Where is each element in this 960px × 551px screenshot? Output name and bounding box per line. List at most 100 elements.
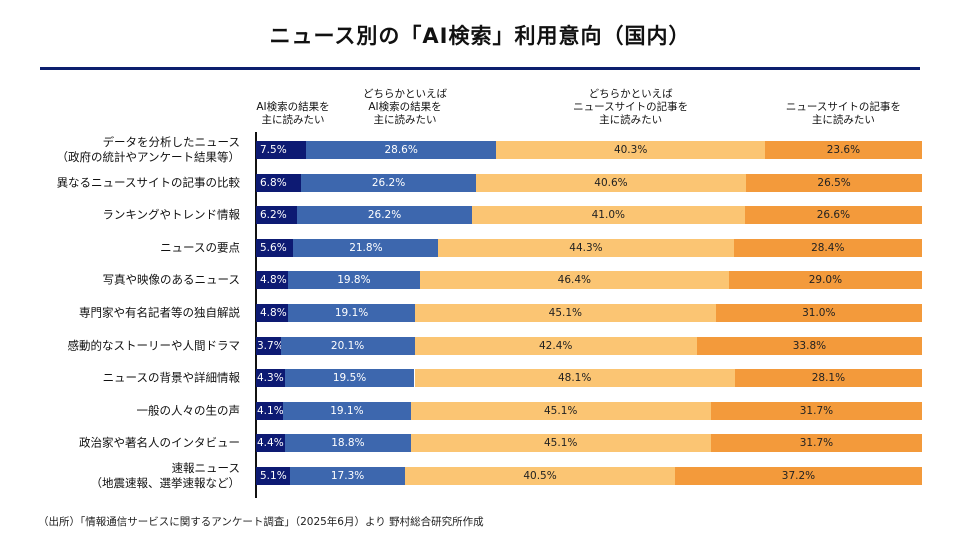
category-label-line: 感動的なストーリーや人間ドラマ [67, 338, 241, 353]
data-label: 33.8% [792, 339, 827, 352]
data-label: 26.2% [371, 176, 406, 189]
data-label: 19.1% [334, 307, 369, 319]
bar-segment-series-2: 17.3% [289, 467, 406, 485]
data-label: 4.1% [257, 404, 284, 417]
bar-segment-series-1: 4.1% [256, 401, 284, 420]
bar-segment-series-4: 31.7% [710, 434, 922, 453]
legend-line: ニュースサイトの記事を [573, 101, 689, 113]
bar-segment-series-1: 7.5% [256, 141, 306, 159]
data-label: 45.1% [544, 437, 578, 450]
bar-segment-series-3: 40.5% [405, 467, 675, 485]
data-label: 19.1% [330, 404, 364, 417]
category-label: 専門家や有名記者等の独自解説 [79, 306, 240, 321]
bar-segment-series-1: 5.1% [256, 467, 290, 485]
data-label: 40.5% [523, 470, 557, 482]
legend-line: どちらかといえば [588, 88, 673, 100]
legend-line: AI検索の結果を [368, 101, 442, 113]
category-label: 異なるニュースサイトの記事の比較 [57, 175, 240, 190]
bar-segment-series-1: 6.2% [256, 206, 298, 225]
bar-segment-series-2: 19.5% [284, 369, 415, 388]
bar-segment-series-4: 28.1% [734, 369, 922, 388]
legend-item-1: AI検索の結果を 主に読みたい [256, 101, 329, 127]
bar-segment-series-2: 26.2% [301, 173, 476, 192]
data-label: 45.1% [544, 404, 578, 417]
bar-segment-series-1: 6.8% [256, 173, 302, 192]
bar-segment-series-1: 4.8% [256, 304, 288, 322]
category-label-line: 速報ニュース [171, 461, 240, 475]
category-label-line: 異なるニュースサイトの記事の比較 [56, 175, 240, 190]
bar-segment-series-3: 45.1% [410, 401, 711, 420]
data-label: 45.1% [548, 307, 583, 319]
data-label: 41.0% [591, 209, 625, 222]
data-label: 26.6% [816, 209, 851, 222]
data-label: 28.6% [384, 144, 418, 156]
bar-segment-series-1: 4.4% [256, 434, 286, 453]
legend-line: どちらかといえば [363, 88, 447, 100]
data-label: 29.0% [808, 274, 843, 287]
bar-segment-series-3: 45.1% [415, 304, 716, 322]
category-label-line: データを分析したニュース [102, 135, 240, 149]
bar-segment-series-1: 5.6% [256, 238, 294, 257]
data-label: 44.3% [569, 241, 603, 254]
data-label: 17.3% [330, 470, 365, 482]
category-label: データを分析したニュース （政府の統計やアンケート結果等） [56, 135, 240, 165]
data-label: 28.4% [811, 241, 845, 254]
data-label: 4.3% [257, 372, 284, 385]
category-label: 速報ニュース （地震速報、選挙速報など） [91, 461, 241, 491]
chart-title: ニュース別の「AI検索」利用意向（国内） [269, 24, 691, 48]
bar-segment-series-3: 41.0% [471, 206, 745, 225]
data-label: 6.2% [260, 209, 287, 222]
bar-segment-series-4: 37.2% [674, 467, 922, 485]
data-label: 18.8% [331, 437, 365, 450]
data-label: 23.6% [826, 144, 861, 156]
legend-line: 主に読みたい [261, 114, 325, 126]
bar-segment-series-4: 26.5% [746, 173, 922, 192]
title-underline [40, 67, 920, 70]
data-label: 26.2% [367, 209, 402, 222]
data-label: 48.1% [557, 372, 592, 385]
legend-line: ニュースサイトの記事を [785, 101, 901, 113]
data-label: 42.4% [539, 339, 573, 352]
category-label-line: ランキングやトレンド情報 [102, 207, 240, 222]
category-label: 政治家や著名人のインタビュー [79, 436, 240, 451]
data-label: 3.7% [257, 339, 284, 352]
data-label: 31.0% [802, 307, 836, 319]
category-label: 感動的なストーリーや人間ドラマ [68, 338, 241, 353]
legend-line: 主に読みたい [811, 114, 875, 126]
bar-segment-series-2: 18.8% [285, 434, 411, 453]
data-label: 21.8% [349, 241, 383, 254]
bar-segment-series-3: 40.3% [496, 141, 765, 159]
bar-segment-series-3: 48.1% [414, 369, 735, 388]
bar-segment-series-1: 4.3% [256, 369, 285, 388]
bar-segment-series-2: 21.8% [293, 238, 439, 257]
data-label: 37.2% [781, 470, 816, 482]
bar-segment-series-2: 19.1% [287, 304, 416, 322]
bar-segment-series-2: 28.6% [305, 141, 497, 159]
data-label: 31.7% [799, 404, 834, 417]
data-label: 4.4% [257, 437, 284, 450]
data-label: 4.8% [260, 307, 287, 319]
category-label-line: ニュースの要点 [160, 240, 240, 255]
category-label-line: 写真や映像のあるニュース [102, 272, 240, 287]
category-label: 一般の人々の生の声 [137, 403, 241, 418]
bar-segment-series-3: 46.4% [419, 271, 729, 290]
data-label: 4.8% [260, 274, 287, 287]
legend-item-4: ニュースサイトの記事を 主に読みたい [786, 101, 901, 127]
category-label-line: （政府の統計やアンケート結果等） [56, 150, 240, 164]
category-label: ニュースの背景や詳細情報 [103, 371, 240, 386]
data-label: 20.1% [330, 339, 365, 352]
bar-segment-series-4: 26.6% [744, 206, 922, 225]
legend-item-3: どちらかといえば ニュースサイトの記事を 主に読みたい [573, 88, 688, 127]
data-label: 5.6% [260, 241, 287, 254]
bar-segment-series-1: 4.8% [256, 271, 288, 290]
bar-segment-series-4: 31.0% [715, 304, 922, 322]
bar-segment-series-4: 28.4% [733, 238, 922, 257]
data-label: 19.8% [337, 274, 371, 287]
category-label-line: 政治家や著名人のインタビュー [79, 435, 240, 450]
bar-segment-series-4: 23.6% [764, 141, 922, 159]
data-label: 46.4% [557, 274, 592, 287]
bar-segment-series-4: 31.7% [710, 401, 922, 420]
legend-line: 主に読みたい [599, 114, 663, 126]
category-label-line: （地震速報、選挙速報など） [90, 476, 241, 490]
data-label: 31.7% [799, 437, 834, 450]
